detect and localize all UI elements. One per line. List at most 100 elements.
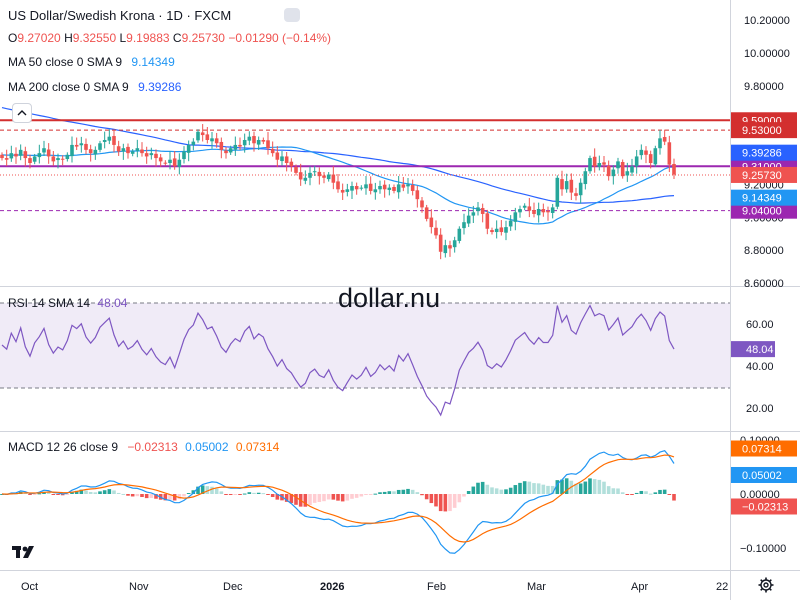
ma50-value: 9.14349: [131, 55, 175, 69]
macd-histogram-bar: [121, 493, 126, 495]
time-tick-label: 22: [716, 581, 728, 593]
candle-body: [312, 171, 317, 173]
macd-histogram-bar: [438, 494, 443, 512]
collapse-legend-button[interactable]: [12, 103, 32, 123]
candle-body: [177, 159, 182, 167]
ma50-legend[interactable]: MA 50 close 0 SMA 9 9.14349: [8, 55, 175, 69]
macd-histogram-bar: [28, 494, 32, 495]
candle-body: [532, 210, 536, 214]
candle-body: [308, 172, 312, 178]
candle-body: [144, 153, 149, 157]
macd-histogram-bar: [602, 481, 606, 494]
macd-histogram-bar: [648, 493, 653, 495]
candle-body: [662, 137, 667, 142]
macd-histogram-bar: [630, 494, 634, 495]
close-label: C: [172, 31, 182, 45]
macd-histogram-bar: [490, 487, 494, 494]
rsi-label: RSI 14 SMA 14: [8, 296, 91, 310]
candle-body: [644, 150, 648, 155]
macd-histogram-bar: [564, 478, 569, 494]
macd-histogram-bar: [644, 491, 648, 494]
macd-histogram-bar: [149, 494, 154, 498]
candle-body: [116, 146, 121, 152]
macd-line-value: 0.05002: [185, 440, 229, 454]
macd-histogram-bar: [522, 481, 527, 494]
price-tick-label: 8.60000: [744, 278, 784, 290]
candle-body: [191, 141, 196, 145]
candle-body: [518, 209, 522, 213]
candle-body: [368, 183, 373, 191]
candle-body: [564, 181, 569, 190]
macd-histogram-bar: [653, 492, 658, 494]
macd-label: MACD 12 26 close 9: [8, 440, 119, 454]
candle-body: [256, 139, 261, 145]
macd-histogram-bar: [252, 492, 256, 494]
ma50-badge-label: 9.14349: [742, 193, 782, 205]
macd-histogram-bar: [289, 494, 294, 504]
macd-histogram-bar: [401, 489, 406, 494]
candle-body: [578, 182, 583, 196]
candle-body: [630, 166, 634, 173]
tradingview-logo-icon[interactable]: [10, 540, 40, 562]
rsi-badge-label: 48.04: [746, 344, 774, 356]
candle-body: [102, 139, 107, 142]
macd-histogram-bar: [354, 494, 359, 498]
ma200-value: 9.39286: [138, 80, 182, 94]
candle-body: [200, 132, 205, 136]
high-value: 9.32550: [72, 31, 117, 45]
candle-body: [74, 144, 79, 147]
macd-histogram-bar: [532, 483, 536, 494]
candle-body: [387, 187, 392, 190]
macd-histogram-bar: [65, 494, 70, 495]
macd-histogram-bar: [340, 494, 345, 502]
ma200-legend[interactable]: MA 200 close 0 SMA 9 9.39286: [8, 80, 181, 94]
candle-body: [620, 162, 625, 177]
open-value: 9.27020: [17, 31, 61, 45]
candle-body: [434, 227, 438, 236]
macd-histogram-bar: [476, 482, 480, 494]
macd-histogram-bar: [485, 484, 490, 494]
macd-histogram-bar: [373, 493, 378, 495]
candle-body: [126, 146, 130, 154]
macd-histogram-bar: [387, 491, 392, 494]
candle-body: [466, 215, 471, 224]
macd-histogram-bar: [172, 494, 177, 501]
candle-body: [284, 156, 289, 164]
macd-histogram-bar: [317, 494, 322, 502]
hide-legend-button[interactable]: [284, 8, 300, 22]
macd-histogram-bar: [588, 478, 592, 494]
candle-body: [611, 169, 616, 177]
macd-badge-label: 0.05002: [742, 470, 782, 482]
candle-body: [158, 157, 163, 162]
macd-histogram-bar: [462, 494, 466, 497]
candle-body: [406, 184, 410, 187]
candle-body: [401, 184, 406, 188]
candle-body: [546, 211, 550, 213]
macd-histogram-bar: [611, 488, 616, 494]
candle-body: [219, 141, 224, 150]
macd-histogram-bar: [196, 486, 200, 494]
candle-body: [490, 230, 494, 233]
macd-legend[interactable]: MACD 12 26 close 9 −0.02313 0.05002 0.07…: [8, 440, 279, 454]
macd-histogram-bar: [168, 494, 172, 500]
candle-body: [569, 179, 574, 193]
macd-histogram-bar: [331, 494, 336, 500]
macd-histogram-bar: [238, 494, 242, 495]
macd-histogram-bar: [46, 492, 51, 494]
open-label: O: [8, 31, 18, 45]
candle-body: [326, 174, 331, 180]
candle-body: [294, 166, 298, 173]
macd-histogram-bar: [84, 490, 88, 494]
candle-body: [485, 213, 490, 229]
candle-body: [289, 161, 294, 167]
macd-histogram-bar: [634, 492, 639, 494]
candle-body: [476, 207, 480, 212]
macd-histogram-bar: [378, 492, 382, 494]
settings-gear-icon[interactable]: [758, 577, 774, 593]
rsi-legend[interactable]: RSI 14 SMA 14 48.04: [8, 296, 127, 310]
symbol-title[interactable]: US Dollar/Swedish Krona · 1D · FXCM: [8, 8, 232, 23]
candle-body: [88, 149, 93, 154]
macd-histogram-bar: [270, 494, 275, 498]
macd-histogram-bar: [620, 492, 625, 494]
